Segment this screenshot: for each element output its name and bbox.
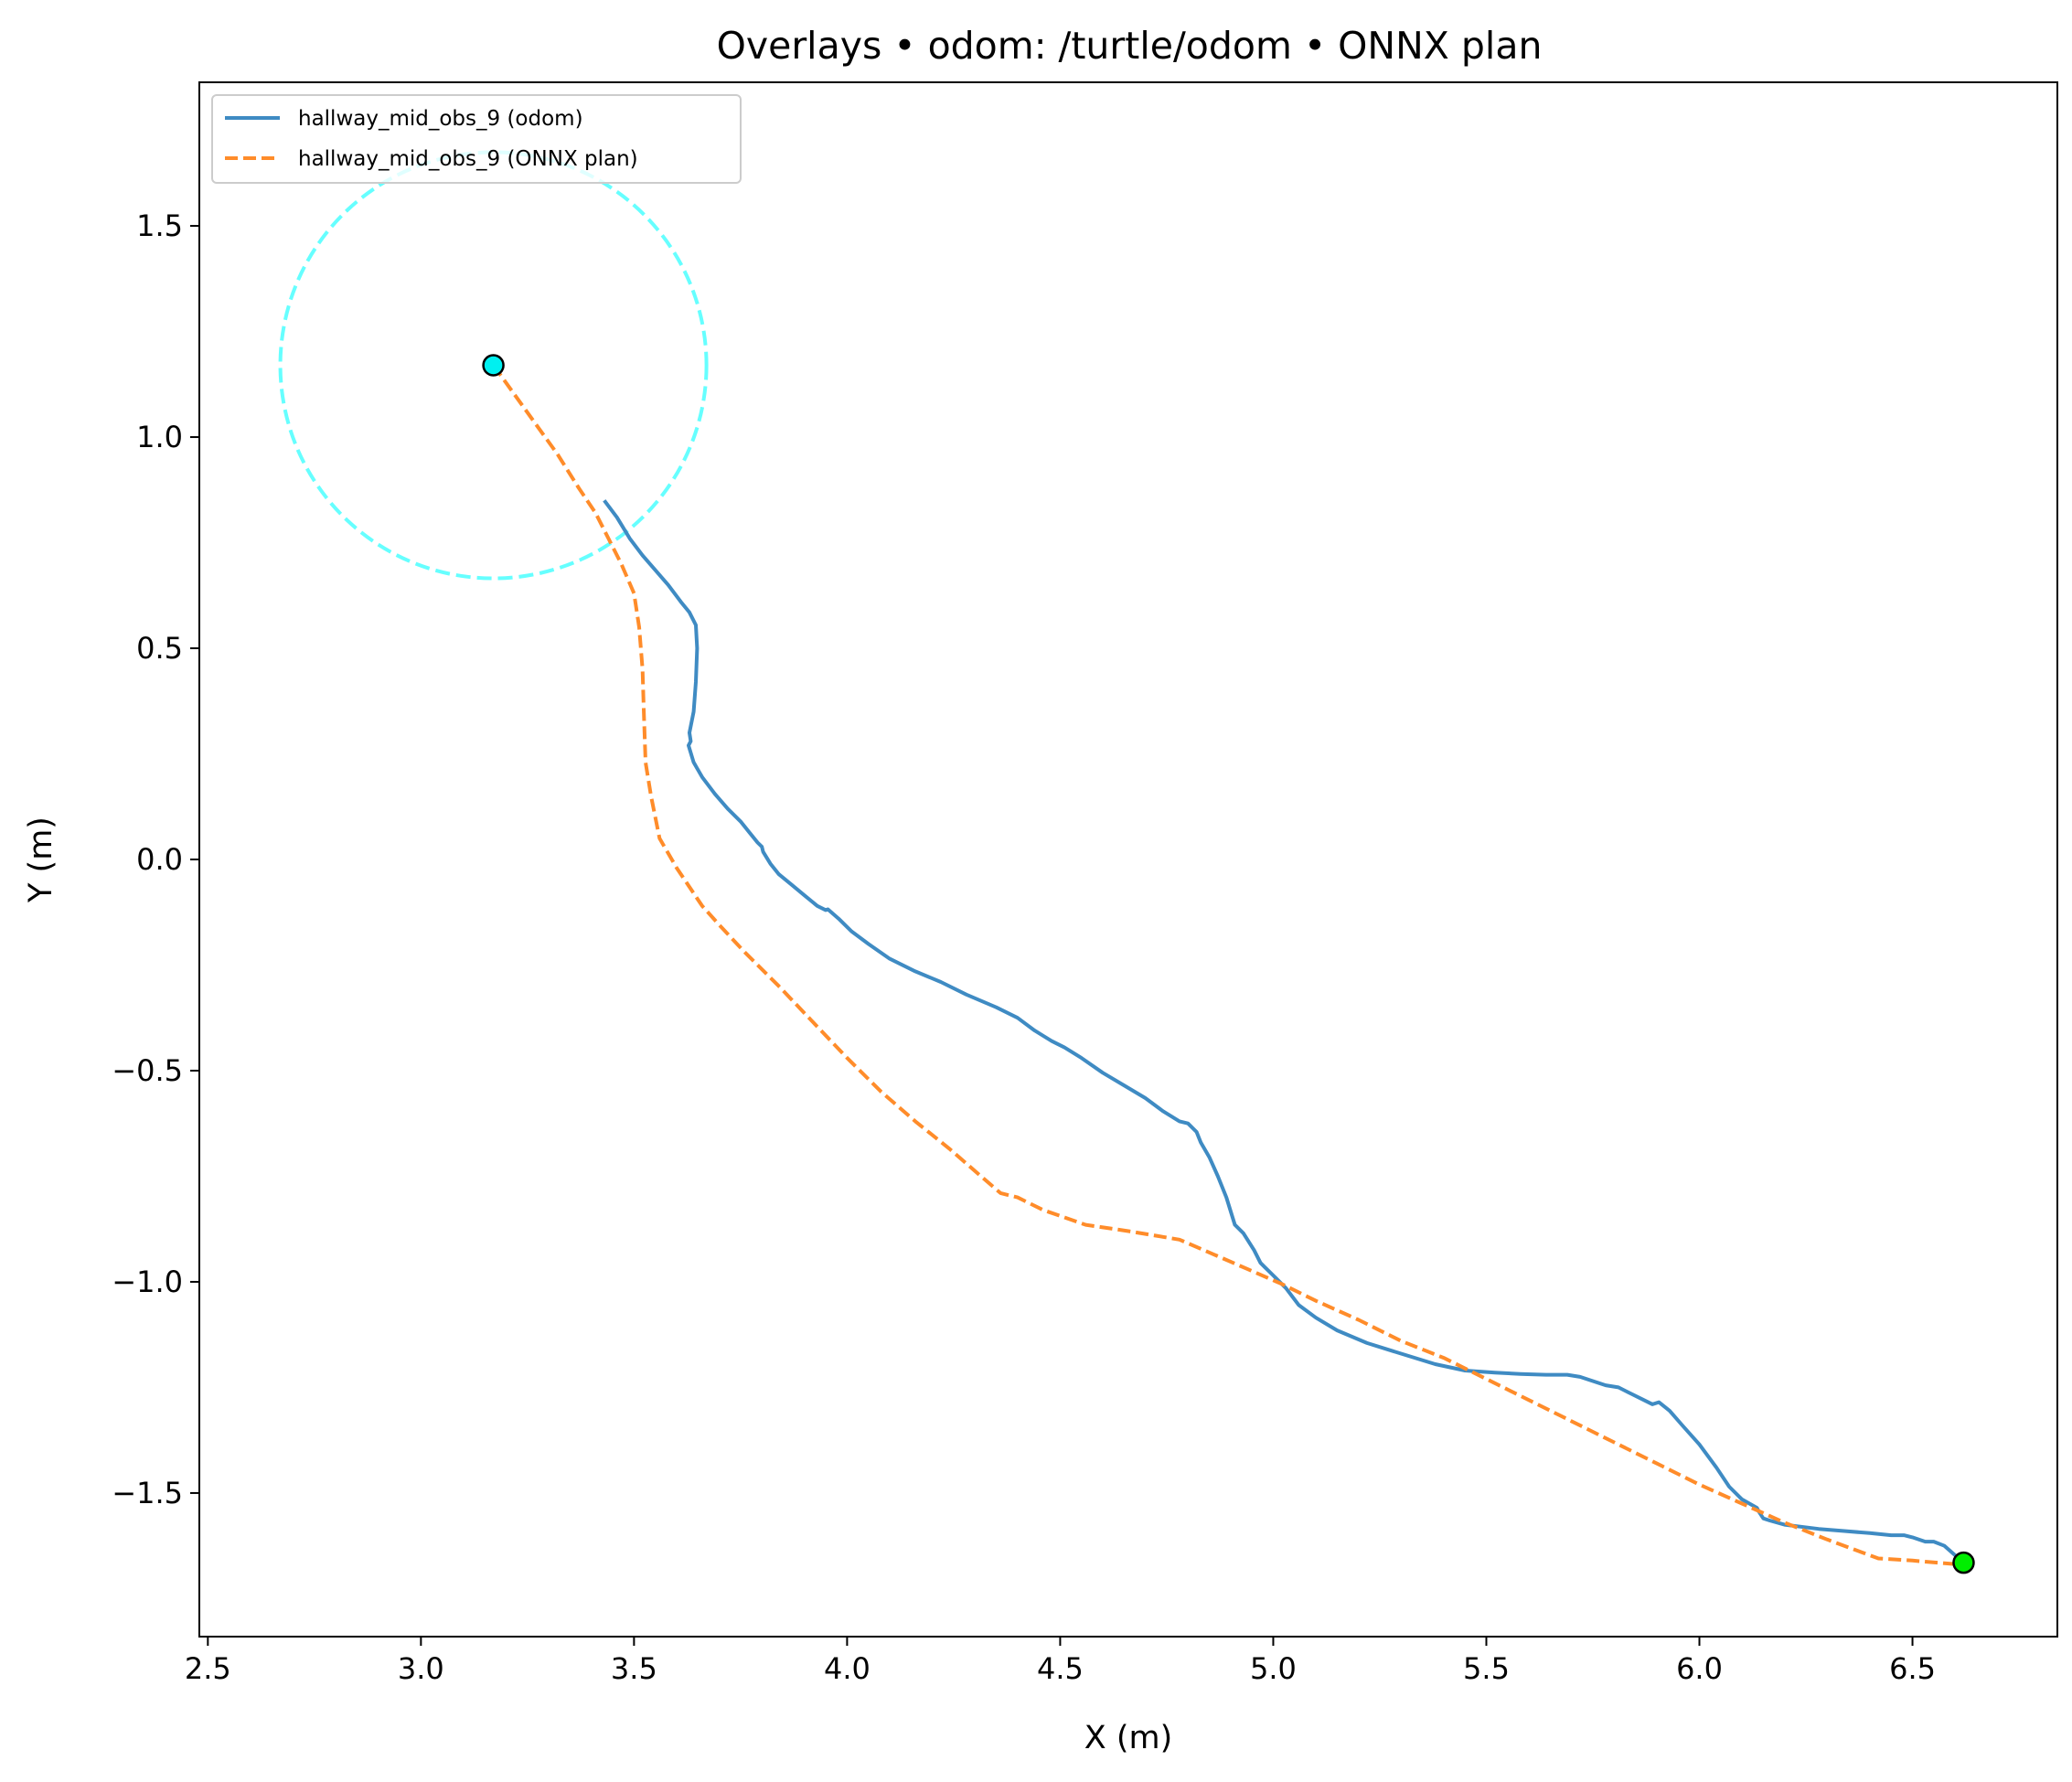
y-tick-label: 0.5 bbox=[136, 631, 183, 666]
x-tick-label: 5.0 bbox=[1250, 1651, 1297, 1686]
x-tick-label: 3.5 bbox=[611, 1651, 657, 1686]
start-marker bbox=[482, 354, 505, 377]
legend: hallway_mid_obs_9 (odom) hallway_mid_obs… bbox=[211, 94, 742, 184]
x-axis-label: X (m) bbox=[1084, 1720, 1173, 1756]
legend-label-odom: hallway_mid_obs_9 (odom) bbox=[298, 107, 583, 131]
plot-area bbox=[199, 82, 2057, 1637]
legend-label-onnx-plan: hallway_mid_obs_9 (ONNX plan) bbox=[298, 147, 638, 171]
series-line-odom bbox=[603, 499, 1965, 1564]
y-tick-label: −1.0 bbox=[112, 1264, 183, 1299]
series-line-onnx-plan bbox=[491, 364, 1964, 1567]
y-axis-label: Y (m) bbox=[23, 816, 59, 903]
y-tick-label: −0.5 bbox=[112, 1053, 183, 1088]
y-tick-label: −1.5 bbox=[112, 1476, 183, 1510]
x-tick-label: 4.0 bbox=[824, 1651, 870, 1686]
x-tick-label: 4.5 bbox=[1037, 1651, 1084, 1686]
legend-box bbox=[211, 94, 742, 184]
y-axis: 1.5 1.0 0.5 0.0 −0.5 −1.0 −1.5 bbox=[112, 208, 199, 1510]
chart-title: Overlays • odom: /turtle/odom • ONNX pla… bbox=[717, 24, 1543, 68]
y-tick-label: 0.0 bbox=[136, 842, 183, 877]
plot-content bbox=[278, 150, 1975, 1574]
x-tick-label: 5.5 bbox=[1463, 1651, 1510, 1686]
goal-radius-circle bbox=[278, 150, 709, 581]
x-tick-label: 6.0 bbox=[1676, 1651, 1723, 1686]
y-tick-label: 1.5 bbox=[136, 208, 183, 243]
x-axis: 2.5 3.0 3.5 4.0 4.5 5.0 5.5 6.0 6.5 bbox=[185, 1637, 1936, 1686]
x-tick-label: 6.5 bbox=[1889, 1651, 1936, 1686]
y-tick-label: 1.0 bbox=[136, 420, 183, 454]
goal-marker bbox=[1952, 1551, 1975, 1574]
x-tick-label: 3.0 bbox=[398, 1651, 444, 1686]
plot-frame bbox=[198, 81, 2058, 1638]
x-tick-label: 2.5 bbox=[185, 1651, 231, 1686]
